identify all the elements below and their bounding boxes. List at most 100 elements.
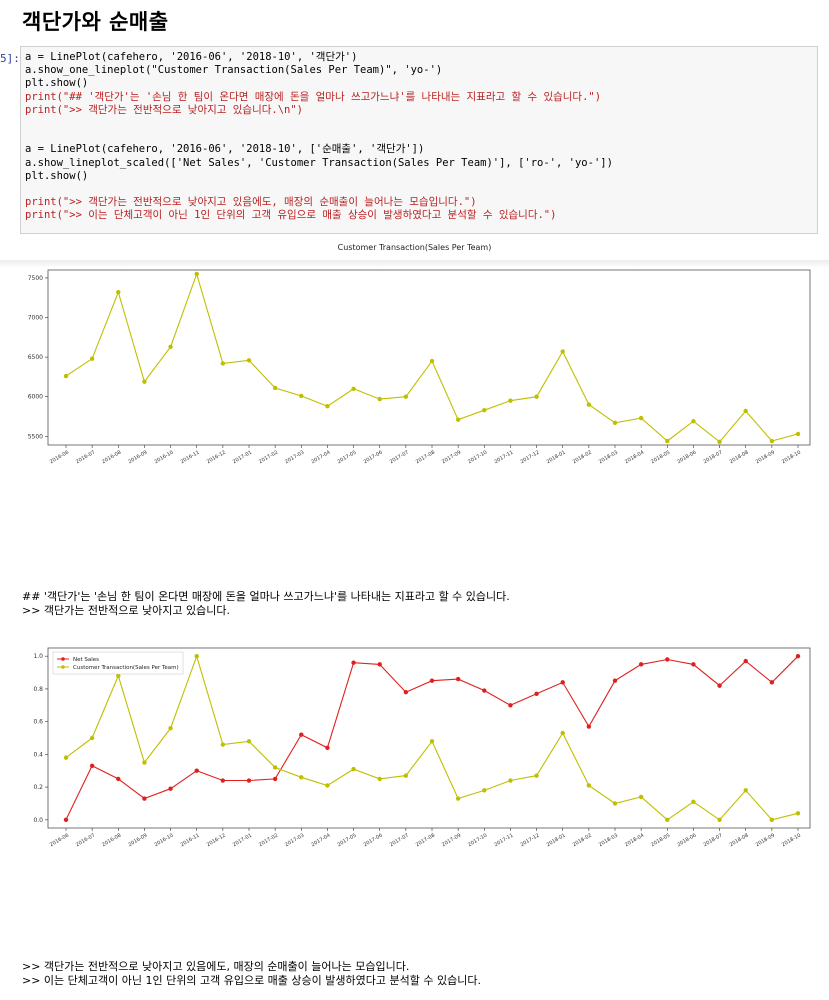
y-tick-label: 7500 — [28, 275, 43, 282]
data-point — [795, 653, 801, 659]
data-point — [638, 794, 644, 800]
data-point — [560, 349, 565, 354]
data-point — [769, 438, 775, 444]
code-line: a.show_lineplot_scaled(['Net Sales', 'Cu… — [25, 156, 613, 169]
data-point — [142, 379, 147, 384]
x-tick-label: 2018-05 — [650, 450, 671, 466]
data-point — [665, 438, 670, 444]
code-line: print(">> 객단가는 전반적으로 낮아지고 있습니다.\n") — [25, 103, 304, 116]
data-point — [665, 817, 670, 823]
data-point — [377, 396, 382, 402]
data-point — [429, 678, 435, 683]
code-line: a = LinePlot(cafehero, '2016-06', '2018-… — [25, 51, 358, 63]
x-tick-label: 2016-10 — [153, 833, 174, 849]
data-point — [220, 742, 226, 747]
data-point — [63, 817, 69, 823]
data-point — [795, 431, 801, 437]
y-tick-label: 5500 — [28, 433, 43, 440]
data-point — [586, 783, 592, 788]
x-tick-label: 2018-01 — [546, 450, 567, 466]
x-tick-label: 2016-06 — [49, 833, 70, 849]
y-tick-label: 0.8 — [33, 686, 43, 693]
data-point — [89, 356, 95, 361]
data-point — [534, 394, 539, 399]
data-point — [299, 775, 304, 780]
y-tick-label: 0.0 — [33, 817, 43, 824]
data-point — [168, 725, 173, 731]
data-point — [717, 683, 722, 688]
x-tick-label: 2016-07 — [75, 450, 96, 466]
legend-label: Customer Transaction(Sales Per Team) — [73, 665, 179, 671]
output2-line1: >> 객단가는 전반적으로 낮아지고 있음에도, 매장의 순매출이 늘어나는 모… — [22, 960, 410, 973]
x-tick-label: 2016-08 — [101, 450, 122, 466]
x-tick-label: 2016-08 — [101, 833, 122, 849]
code-line: plt.show() — [25, 77, 89, 90]
data-point — [560, 680, 565, 685]
data-point — [246, 778, 252, 783]
x-tick-label: 2018-07 — [702, 833, 723, 849]
data-point — [377, 776, 382, 782]
data-point — [220, 778, 226, 783]
data-point — [194, 271, 199, 277]
data-point — [194, 653, 199, 659]
x-tick-label: 2018-10 — [781, 450, 802, 466]
data-point — [534, 691, 539, 697]
x-tick-label: 2016-12 — [206, 450, 227, 466]
x-tick-label: 2018-01 — [546, 833, 567, 849]
x-tick-label: 2018-05 — [650, 833, 671, 849]
code-cell[interactable]: a = LinePlot(cafehero, '2016-06', '2018-… — [20, 46, 818, 234]
data-point — [403, 394, 409, 399]
data-point — [403, 689, 409, 695]
data-point — [272, 776, 278, 782]
data-point — [691, 419, 696, 424]
x-tick-label: 2017-07 — [389, 833, 410, 849]
x-tick-label: 2016-10 — [153, 450, 174, 466]
x-tick-label: 2017-05 — [336, 450, 357, 466]
x-tick-label: 2017-02 — [258, 450, 279, 466]
x-tick-label: 2017-04 — [310, 833, 331, 849]
data-point — [482, 407, 487, 413]
x-tick-label: 2016-06 — [49, 450, 70, 466]
x-tick-label: 2018-08 — [729, 450, 750, 466]
data-point — [168, 786, 173, 791]
data-point — [325, 403, 330, 409]
x-tick-label: 2017-07 — [389, 450, 410, 466]
x-tick-label: 2018-04 — [624, 833, 645, 849]
x-tick-label: 2017-08 — [415, 450, 436, 466]
data-point — [63, 373, 69, 379]
output-scroll-shadow — [0, 260, 829, 268]
data-point — [508, 778, 513, 783]
data-point — [795, 811, 801, 816]
y-tick-label: 7000 — [28, 315, 43, 322]
x-tick-label: 2018-06 — [676, 833, 697, 849]
code-line: plt.show() — [25, 169, 89, 182]
data-point — [299, 393, 304, 399]
scaled-comparison-chart: 0.0 0.2 0.4 0.6 0.8 1.0 2016-06 2016-07 2016-08 2… — [33, 647, 811, 849]
data-point — [560, 730, 565, 736]
x-tick-label: 2016-11 — [180, 450, 201, 466]
code-line — [25, 183, 813, 196]
x-tick-label: 2018-03 — [598, 833, 619, 849]
data-point — [429, 739, 435, 744]
data-point — [508, 703, 513, 708]
data-point — [769, 680, 775, 685]
series-line — [65, 272, 799, 443]
data-point — [403, 773, 409, 778]
data-point — [299, 732, 304, 737]
data-point — [63, 755, 69, 760]
data-point — [743, 658, 748, 664]
data-point — [717, 817, 722, 823]
data-point — [665, 657, 670, 662]
output1-line2: >> 객단가는 전반적으로 낮아지고 있습니다. — [22, 604, 230, 617]
x-tick-label: 2017-08 — [415, 833, 436, 849]
data-point — [482, 788, 487, 793]
data-point — [534, 773, 539, 778]
x-tick-label: 2018-04 — [624, 450, 645, 466]
y-tick-label: 1.0 — [33, 653, 43, 660]
code-line: a.show_one_lineplot("Customer Transactio… — [25, 64, 443, 77]
code-line — [25, 130, 813, 143]
data-point — [586, 402, 592, 407]
data-point — [325, 745, 330, 751]
x-tick-label: 2017-03 — [284, 833, 305, 849]
data-point — [612, 420, 618, 426]
